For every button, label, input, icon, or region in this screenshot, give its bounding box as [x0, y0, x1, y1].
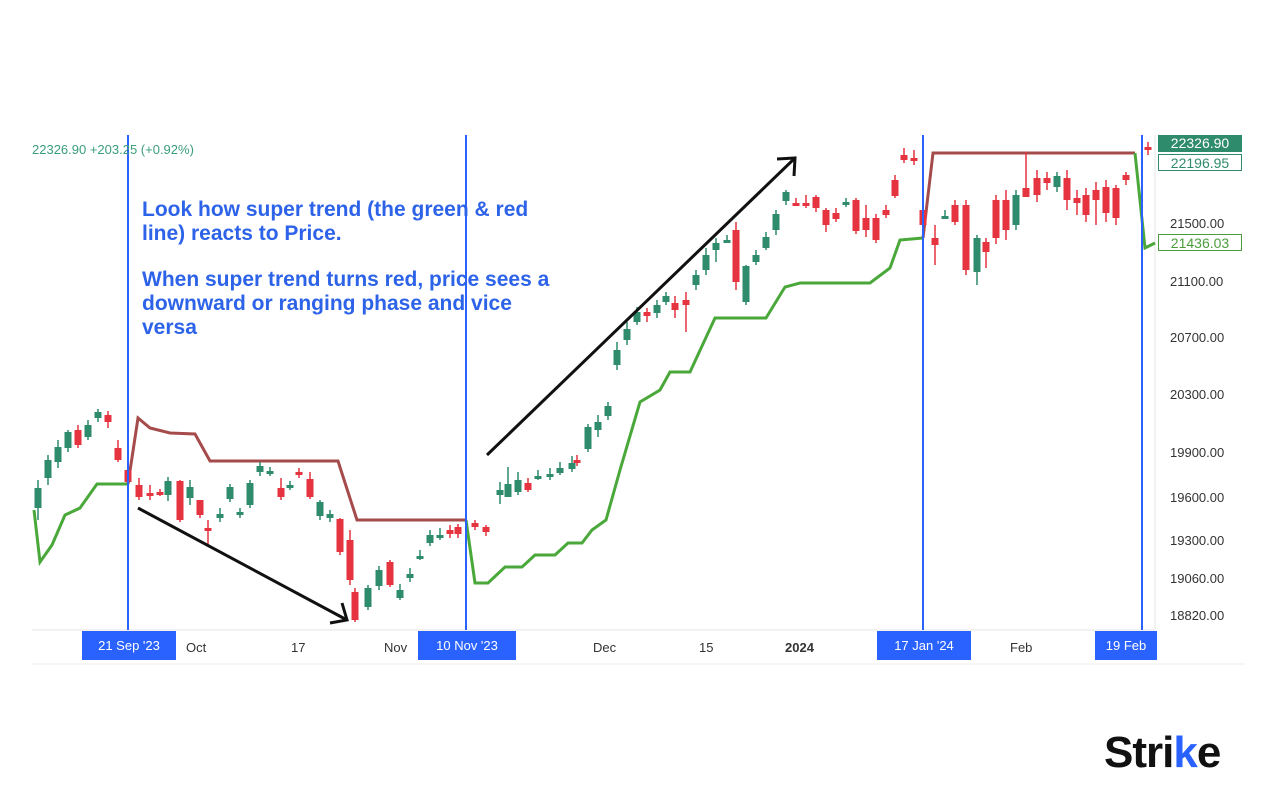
- supertrend-green-3: [1133, 152, 1156, 251]
- y-tick-label: 19060.00: [1170, 571, 1225, 586]
- date-marker[interactable]: 21 Sep '23: [82, 631, 176, 660]
- x-tick-label: 17: [291, 640, 306, 655]
- date-marker[interactable]: 17 Jan '24: [877, 631, 971, 660]
- candles: [34, 142, 1152, 622]
- supertrend-green-2: [464, 236, 924, 585]
- supertrend-red-1: [126, 415, 466, 522]
- y-tick-label: 20700.00: [1170, 330, 1225, 345]
- last-price-tag: 22326.90: [1158, 135, 1242, 152]
- y-tick-label: 19300.00: [1170, 533, 1225, 548]
- y-tick-label: 18820.00: [1170, 608, 1225, 623]
- annotation-text: Look how super trend (the green & red li…: [142, 198, 562, 362]
- strike-logo: Strike: [1104, 728, 1221, 777]
- price-quote: 22326.90 +203.25 (+0.92%): [32, 142, 194, 157]
- supertrend-red-2: [921, 151, 1135, 239]
- upper-price-tag: 22196.95: [1158, 154, 1242, 171]
- supertrend-price-tag: 21436.03: [1158, 234, 1242, 251]
- x-tick-label: 15: [699, 640, 714, 655]
- x-tick-label: Nov: [384, 640, 408, 655]
- x-tick-label: Feb: [1010, 640, 1033, 655]
- y-tick-label: 20300.00: [1170, 387, 1225, 402]
- downtrend-arrow: [137, 506, 349, 625]
- x-tick-label: 2024: [785, 640, 814, 655]
- date-marker[interactable]: 19 Feb: [1095, 631, 1157, 660]
- x-tick-label: Oct: [186, 640, 207, 655]
- x-tick-label: Dec: [593, 640, 617, 655]
- annotation-line-1: Look how super trend (the green & red li…: [142, 198, 529, 245]
- annotation-line-2: When super trend turns red, price sees a…: [142, 268, 550, 339]
- date-marker[interactable]: 10 Nov '23: [418, 631, 516, 660]
- y-tick-label: 21100.00: [1170, 274, 1224, 289]
- y-tick-label: 19600.00: [1170, 490, 1225, 505]
- uptrend-arrow: [485, 156, 797, 457]
- supertrend-green-1: [32, 482, 128, 567]
- y-tick-label: 19900.00: [1170, 445, 1225, 460]
- y-tick-label: 21500.00: [1170, 216, 1225, 231]
